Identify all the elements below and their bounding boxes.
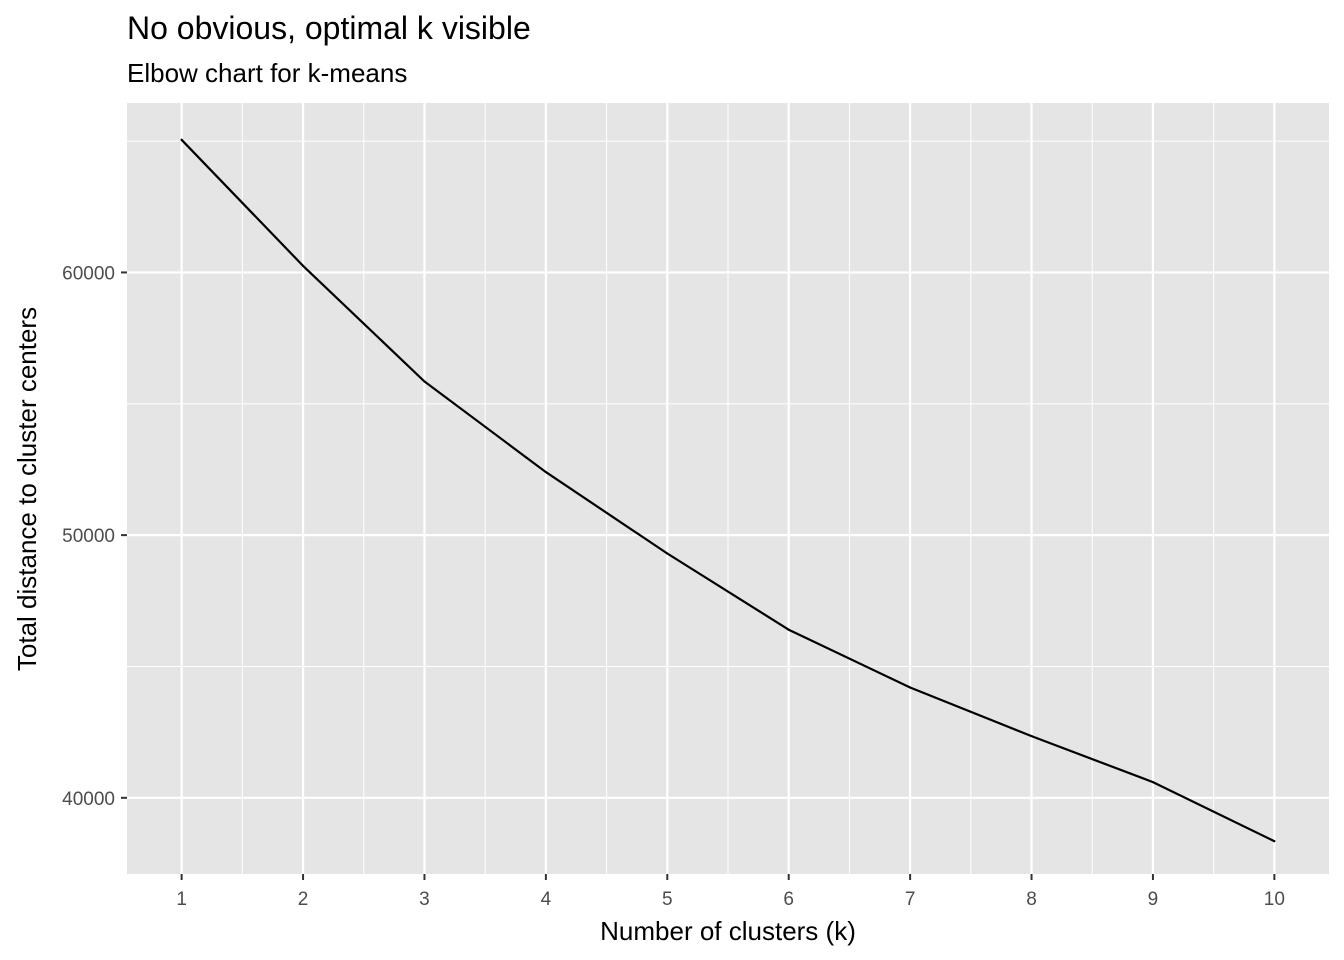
chart-subtitle: Elbow chart for k-means [127,58,407,88]
axis-ticks [121,271,1276,880]
y-tick-label: 60000 [62,263,115,284]
x-tick-label: 7 [905,889,916,910]
data-point [1273,840,1276,843]
data-point [1030,734,1033,738]
data-point [180,138,183,141]
x-tick-label: 6 [783,889,794,910]
y-tick-label: 50000 [62,526,115,547]
data-point [666,552,669,555]
data-point [1151,780,1155,784]
data-point [301,264,305,267]
minor-gridlines [127,103,1329,874]
x-axis-tick-labels: 1 2 3 4 5 6 7 8 9 10 [176,889,1285,910]
x-tick-label: 8 [1026,889,1037,910]
chart-title: No obvious, optimal k visible [127,10,531,46]
series-line [180,139,1275,843]
data-point [544,470,547,474]
data-point [423,380,426,383]
data-point [787,628,790,631]
x-tick-label: 4 [541,889,552,910]
x-tick-label: 10 [1264,889,1285,910]
x-tick-label: 2 [298,889,309,910]
x-axis-title: Number of clusters (k) [600,916,856,946]
x-tick-label: 1 [176,889,187,910]
y-tick-label: 40000 [62,789,115,810]
x-tick-label: 5 [662,889,673,910]
major-gridlines [127,103,1329,874]
x-tick-label: 9 [1148,889,1159,910]
x-tick-label: 3 [419,889,430,910]
y-axis-tick-labels: 40000 50000 60000 [62,263,115,809]
series-layer [180,138,1276,843]
y-axis-title: Total distance to cluster centers [12,307,42,671]
data-point [909,686,912,689]
